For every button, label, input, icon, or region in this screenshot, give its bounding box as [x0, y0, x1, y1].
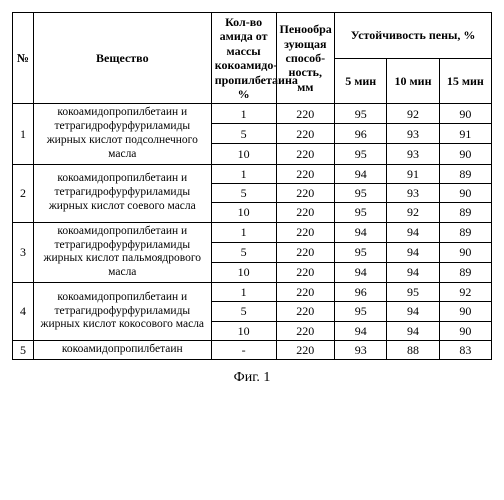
cell-s5: 96	[335, 124, 387, 144]
cell-s15: 89	[439, 164, 491, 183]
hdr-num: №	[13, 13, 34, 104]
hdr-substance: Вещество	[33, 13, 211, 104]
cell-amide: 5	[211, 124, 276, 144]
cell-foam: 220	[276, 222, 335, 242]
cell-s5: 95	[335, 302, 387, 321]
cell-s10: 95	[387, 282, 439, 301]
table-row: 5 кокоамидопропилбетаин - 220 93 88 83	[13, 341, 492, 360]
cell-s15: 83	[439, 341, 491, 360]
cell-s10: 92	[387, 104, 439, 124]
cell-foam: 220	[276, 183, 335, 202]
cell-num: 5	[13, 341, 34, 360]
cell-substance: кокоамидопропилбетаин и тетрагидрофурфур…	[33, 104, 211, 164]
hdr-amide: Кол-во амида от массы кокоамидо-пропилбе…	[211, 13, 276, 104]
cell-s10: 91	[387, 164, 439, 183]
cell-s10: 88	[387, 341, 439, 360]
cell-foam: 220	[276, 341, 335, 360]
cell-s10: 94	[387, 302, 439, 321]
cell-s5: 93	[335, 341, 387, 360]
hdr-10min: 10 мин	[387, 58, 439, 104]
cell-amide: 10	[211, 203, 276, 222]
foam-table: № Вещество Кол-во амида от массы кокоами…	[12, 12, 492, 360]
cell-amide: -	[211, 341, 276, 360]
hdr-stability: Устойчивость пены, %	[335, 13, 492, 59]
cell-s15: 92	[439, 282, 491, 301]
table-row: 2 кокоамидопропилбетаин и тетрагидрофурф…	[13, 164, 492, 183]
cell-s5: 95	[335, 104, 387, 124]
cell-amide: 1	[211, 222, 276, 242]
cell-num: 3	[13, 222, 34, 282]
cell-substance: кокоамидопропилбетаин	[33, 341, 211, 360]
cell-foam: 220	[276, 282, 335, 301]
cell-s5: 95	[335, 203, 387, 222]
cell-foam: 220	[276, 203, 335, 222]
cell-foam: 220	[276, 124, 335, 144]
cell-foam: 220	[276, 164, 335, 183]
cell-amide: 1	[211, 164, 276, 183]
cell-substance: кокоамидопропилбетаин и тетрагидрофурфур…	[33, 164, 211, 222]
cell-s15: 90	[439, 104, 491, 124]
figure-caption: Фиг. 1	[12, 370, 492, 386]
cell-s10: 94	[387, 321, 439, 340]
cell-num: 1	[13, 104, 34, 164]
cell-num: 2	[13, 164, 34, 222]
cell-foam: 220	[276, 262, 335, 282]
cell-s15: 89	[439, 203, 491, 222]
cell-s5: 95	[335, 242, 387, 262]
cell-amide: 1	[211, 104, 276, 124]
cell-s15: 90	[439, 302, 491, 321]
cell-amide: 10	[211, 321, 276, 340]
cell-s15: 90	[439, 183, 491, 202]
cell-amide: 5	[211, 302, 276, 321]
cell-s15: 90	[439, 321, 491, 340]
cell-s10: 93	[387, 183, 439, 202]
cell-s15: 89	[439, 222, 491, 242]
table-body: 1 кокоамидопропилбетаин и тетрагидрофурф…	[13, 104, 492, 360]
table-row: 1 кокоамидопропилбетаин и тетрагидрофурф…	[13, 104, 492, 124]
cell-s5: 94	[335, 164, 387, 183]
cell-foam: 220	[276, 302, 335, 321]
cell-s5: 96	[335, 282, 387, 301]
cell-foam: 220	[276, 104, 335, 124]
cell-amide: 5	[211, 183, 276, 202]
cell-amide: 10	[211, 144, 276, 164]
cell-s10: 94	[387, 242, 439, 262]
cell-amide: 5	[211, 242, 276, 262]
cell-amide: 10	[211, 262, 276, 282]
cell-s15: 89	[439, 262, 491, 282]
cell-foam: 220	[276, 321, 335, 340]
cell-s5: 94	[335, 222, 387, 242]
cell-s15: 91	[439, 124, 491, 144]
cell-s10: 94	[387, 222, 439, 242]
cell-substance: кокоамидопропилбетаин и тетрагидрофурфур…	[33, 282, 211, 340]
cell-foam: 220	[276, 242, 335, 262]
table-row: 4 кокоамидопропилбетаин и тетрагидрофурф…	[13, 282, 492, 301]
cell-s10: 92	[387, 203, 439, 222]
cell-s10: 93	[387, 124, 439, 144]
cell-s5: 94	[335, 262, 387, 282]
cell-num: 4	[13, 282, 34, 340]
cell-s10: 94	[387, 262, 439, 282]
cell-foam: 220	[276, 144, 335, 164]
cell-s10: 93	[387, 144, 439, 164]
table-row: 3 кокоамидопропилбетаин и тетрагидрофурф…	[13, 222, 492, 242]
cell-s5: 95	[335, 144, 387, 164]
hdr-15min: 15 мин	[439, 58, 491, 104]
cell-substance: кокоамидопропилбетаин и тетрагидрофурфур…	[33, 222, 211, 282]
hdr-5min: 5 мин	[335, 58, 387, 104]
cell-s5: 94	[335, 321, 387, 340]
cell-s15: 90	[439, 144, 491, 164]
cell-amide: 1	[211, 282, 276, 301]
cell-s15: 90	[439, 242, 491, 262]
hdr-foam: Пенообра зующая способ-ность, мм	[276, 13, 335, 104]
cell-s5: 95	[335, 183, 387, 202]
